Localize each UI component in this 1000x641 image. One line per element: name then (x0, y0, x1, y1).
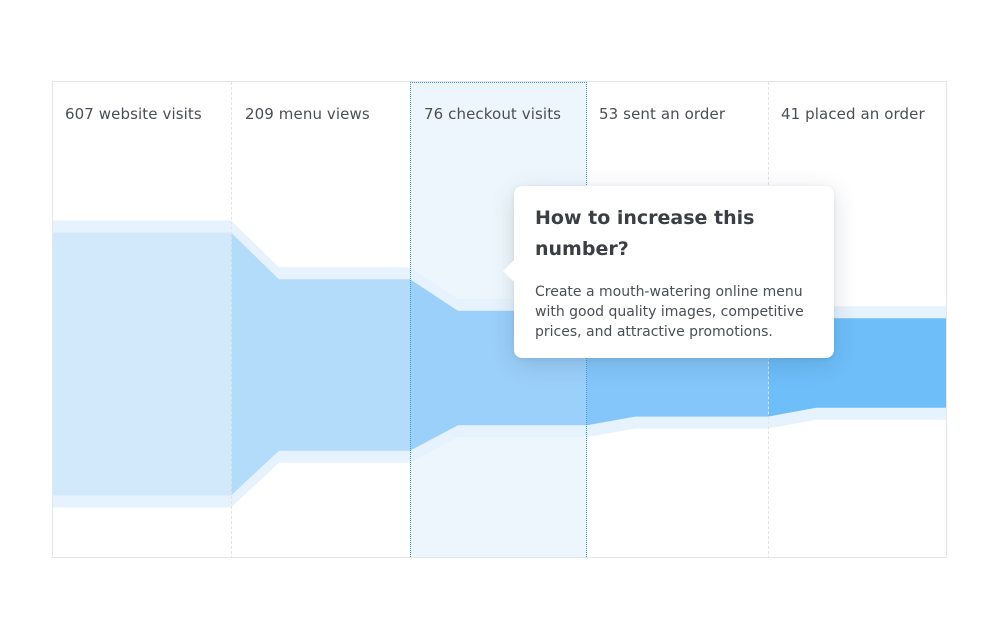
tooltip-title: How to increase this number? (535, 207, 755, 260)
stage-label-checkout-visits[interactable]: 76 checkout visits (424, 105, 562, 123)
stage-divider (231, 82, 232, 557)
stage-label-sent-order[interactable]: 53 sent an order (599, 105, 726, 123)
stage-label-placed-order[interactable]: 41 placed an order (781, 105, 925, 123)
tooltip-body: Create a mouth-watering online menu with… (535, 284, 804, 340)
funnel-segment-stage-2 (231, 232, 410, 496)
tooltip-arrow (503, 260, 514, 282)
stage-label-menu-views[interactable]: 209 menu views (245, 105, 370, 123)
stage-tooltip: How to increase this number? Create a mo… (503, 186, 834, 358)
stage-label-website-visits[interactable]: 607 website visits (65, 105, 202, 123)
funnel-segment-stage-1 (53, 222, 231, 506)
